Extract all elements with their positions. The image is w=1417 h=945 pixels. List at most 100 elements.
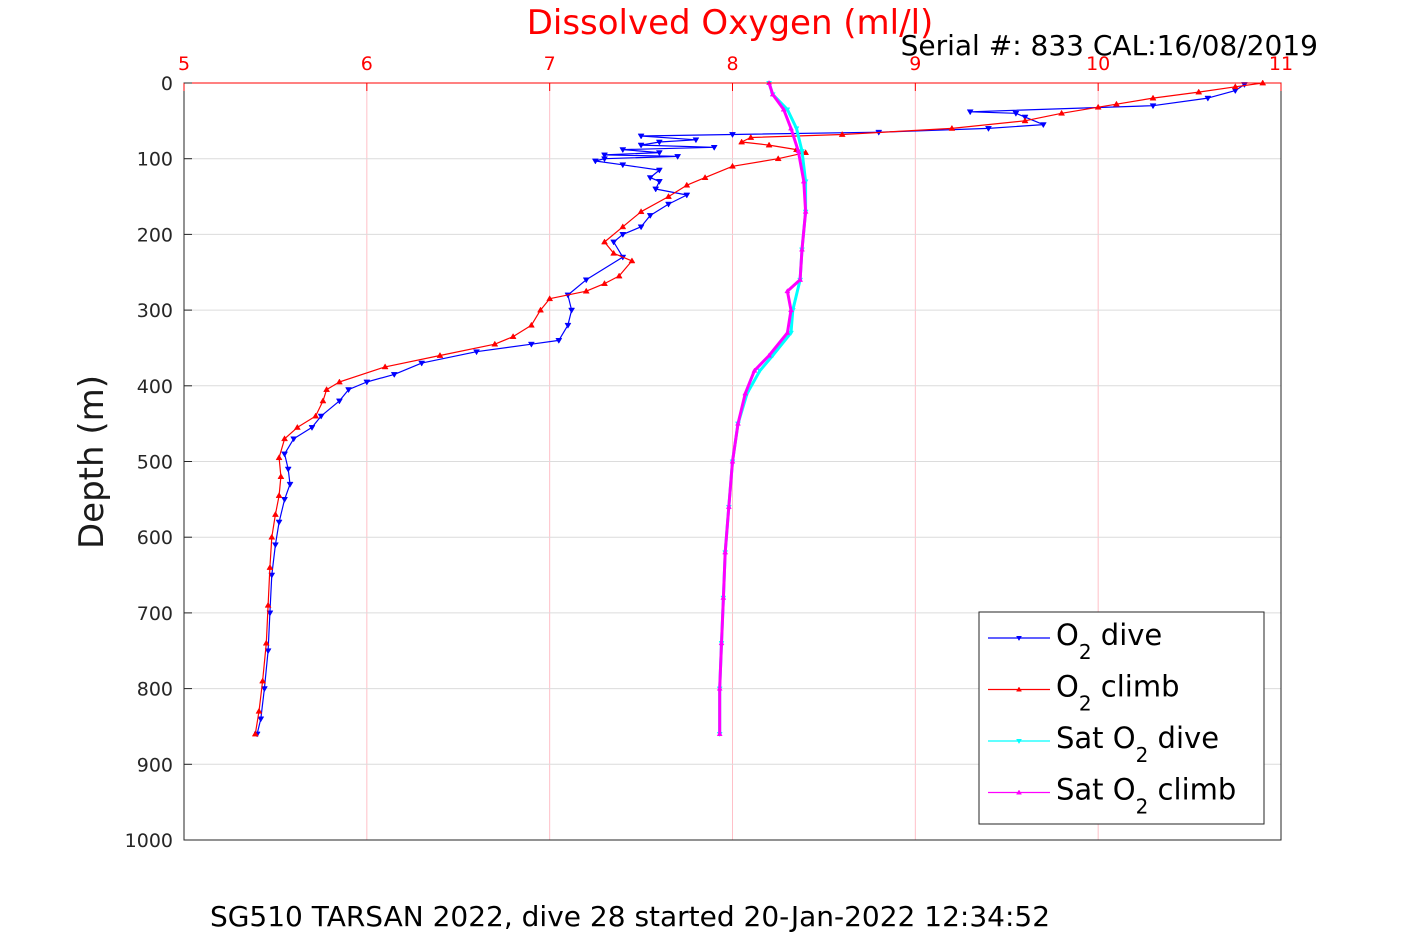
data-point: [722, 549, 729, 555]
data-point: [716, 731, 723, 737]
data-point: [1204, 95, 1212, 102]
data-point: [985, 126, 992, 132]
data-point: [1195, 88, 1203, 95]
data-point: [683, 181, 691, 188]
data-point: [257, 716, 265, 723]
data-point: [637, 224, 645, 231]
data-point: [788, 125, 794, 131]
y-tick-label: 1000: [125, 830, 173, 852]
data-point: [735, 420, 741, 426]
data-point: [615, 272, 623, 279]
data-point: [802, 208, 809, 214]
legend-entry-o2-dive: O2 dive: [1056, 618, 1162, 664]
data-point: [729, 132, 736, 138]
data-point: [293, 423, 301, 430]
series-sat-o2-climb: [716, 80, 809, 737]
x-tick-label: 11: [1269, 53, 1293, 75]
data-point: [564, 322, 572, 329]
data-point: [601, 280, 608, 286]
data-point: [765, 141, 773, 148]
data-point: [268, 572, 276, 579]
x-tick-label: 9: [909, 53, 921, 75]
legend: O2 dive O2 climb Sat O2 dive Sat O2 climb: [978, 611, 1265, 825]
data-point: [277, 473, 285, 479]
data-point: [319, 397, 327, 404]
data-point: [1149, 103, 1157, 110]
legend-entry-sat-o2-climb: Sat O2 climb: [1056, 773, 1236, 819]
data-point: [747, 134, 755, 140]
data-point: [1231, 83, 1239, 90]
x-tick-label: 7: [544, 53, 556, 75]
data-point: [784, 288, 791, 294]
data-point: [527, 321, 535, 328]
data-point: [766, 352, 773, 358]
y-tick-label: 100: [137, 149, 173, 171]
data-point: [674, 154, 682, 160]
data-point: [308, 425, 316, 431]
data-point: [509, 333, 517, 339]
data-point: [582, 277, 590, 284]
series-line-o2-climb: [254, 82, 1263, 735]
x-tick-label: 5: [178, 53, 190, 75]
data-point: [268, 533, 276, 540]
data-point: [546, 295, 554, 302]
data-point: [628, 257, 636, 264]
data-point: [710, 144, 718, 151]
y-tick-label: 900: [137, 754, 173, 776]
legend-entry-o2-climb: O2 climb: [1056, 670, 1180, 716]
legend-marker-o2-dive: [1016, 636, 1022, 641]
data-point: [271, 542, 279, 549]
data-point: [251, 730, 259, 737]
legend-box: [978, 611, 1265, 825]
data-point: [255, 707, 263, 714]
data-point: [317, 413, 325, 420]
data-point: [261, 686, 268, 693]
data-point: [718, 640, 725, 646]
x-tick-label: 10: [1086, 53, 1110, 75]
data-point: [797, 276, 804, 282]
data-point: [788, 330, 794, 336]
data-point: [774, 155, 782, 162]
data-point: [725, 503, 732, 509]
data-point: [259, 677, 267, 684]
data-point: [275, 519, 283, 526]
data-point: [275, 492, 283, 498]
data-point: [610, 249, 618, 256]
data-point: [683, 192, 691, 199]
data-point: [266, 563, 274, 570]
data-point: [390, 372, 398, 378]
data-point: [665, 193, 672, 199]
data-point: [1021, 117, 1029, 124]
data-point: [591, 158, 599, 165]
data-point: [601, 152, 608, 159]
data-point: [655, 150, 663, 157]
series-o2-dive: [253, 82, 1248, 738]
data-point: [1039, 122, 1047, 129]
data-point: [665, 201, 672, 208]
data-point: [281, 497, 288, 503]
data-point: [637, 133, 645, 140]
legend-marker-sat-o2-dive: [1016, 739, 1022, 744]
data-point: [473, 349, 480, 356]
legend-marker-o2-climb: [1016, 686, 1022, 692]
data-point: [537, 306, 544, 313]
data-point: [637, 208, 645, 215]
data-point: [568, 307, 576, 314]
data-point: [619, 162, 627, 169]
series-group: [251, 79, 1267, 738]
data-point: [266, 610, 274, 617]
x-tick-label: 6: [361, 53, 373, 75]
data-point: [555, 338, 563, 344]
y-tick-label: 700: [137, 603, 173, 625]
data-point: [418, 360, 426, 367]
data-point: [738, 138, 746, 145]
serial-calibration-text: Serial #: 833 CAL:16/08/2019: [901, 29, 1318, 62]
data-point: [290, 436, 298, 443]
data-point: [838, 130, 846, 137]
data-point: [527, 341, 535, 348]
data-point: [264, 648, 272, 655]
data-point: [619, 223, 627, 230]
data-point: [742, 390, 749, 396]
data-point: [264, 601, 272, 608]
